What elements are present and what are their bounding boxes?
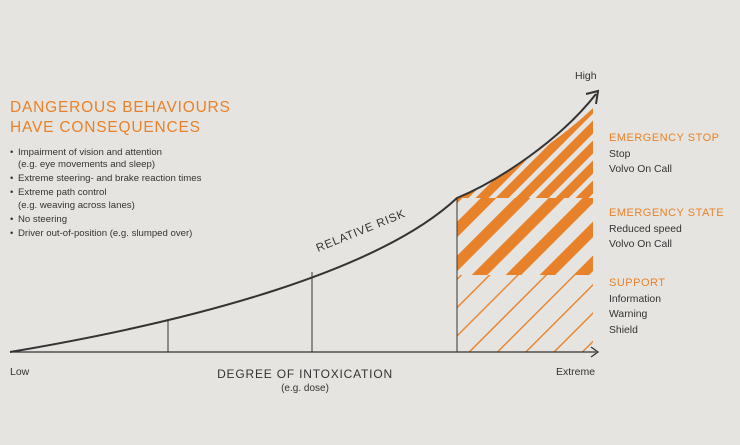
list-item: Impairment of vision and attention(e.g. … <box>10 147 260 172</box>
behaviour-list: Impairment of vision and attention(e.g. … <box>10 147 260 242</box>
zone-emergency-state-hatch <box>457 198 593 275</box>
zone-item: Reduced speed <box>609 223 682 235</box>
zone-item: Warning <box>609 309 648 320</box>
zone-item: Shield <box>609 324 638 336</box>
zone-emergency-state: EMERGENCY STATE Reduced speed Volvo On C… <box>609 206 739 253</box>
list-item: Driver out-of-position (e.g. slumped ove… <box>10 227 260 241</box>
zone-title: SUPPORT <box>609 277 666 289</box>
y-axis-high-label: High <box>575 70 597 82</box>
curve-label: RELATIVE RISK <box>315 208 408 255</box>
x-axis-low-label: Low <box>10 366 30 378</box>
risk-curve <box>9 93 597 353</box>
headline-line-2: HAVE CONSEQUENCES <box>10 119 201 136</box>
zone-item: Volvo On Call <box>609 239 672 250</box>
x-axis-extreme-label: Extreme <box>556 366 596 378</box>
zone-title: EMERGENCY STATE <box>609 207 725 219</box>
list-item: Extreme steering- and brake reaction tim… <box>10 173 260 186</box>
x-axis-title: DEGREE OF INTOXICATION (e.g. dose) <box>215 367 395 394</box>
zone-item: Information <box>609 293 661 305</box>
list-item: Extreme path control(e.g. weaving across… <box>10 187 260 212</box>
headline: DANGEROUS BEHAVIOURS HAVE CONSEQUENCES <box>10 98 231 138</box>
behaviour-text: Impairment of vision and attention <box>18 147 162 158</box>
zone-support-hatch <box>457 275 593 352</box>
zone-emergency-stop: EMERGENCY STOP Stop Volvo On Call <box>609 131 739 178</box>
zone-support: SUPPORT Information Warning Shield <box>609 276 739 338</box>
list-item: No steering <box>10 213 260 227</box>
behaviour-text: Extreme steering- and brake reaction tim… <box>18 173 202 185</box>
behaviour-sub: (e.g. weaving across lanes) <box>18 199 135 211</box>
behaviour-sub: (e.g. eye movements and sleep) <box>18 159 156 171</box>
behaviour-text: Driver out-of-position (e.g. slumped ove… <box>18 227 193 239</box>
arrow-icon <box>585 89 600 105</box>
x-axis-title-main: DEGREE OF INTOXICATION <box>217 367 393 381</box>
zone-item: Stop <box>609 148 631 160</box>
headline-line-1: DANGEROUS BEHAVIOURS <box>10 99 231 116</box>
behaviour-text: Extreme path control <box>18 187 107 199</box>
zone-title: EMERGENCY STOP <box>609 132 720 144</box>
zone-item: Volvo On Call <box>609 164 672 175</box>
arrow-icon <box>590 346 600 358</box>
x-axis-title-sub: (e.g. dose) <box>281 383 329 394</box>
behaviour-text: No steering <box>18 213 68 225</box>
